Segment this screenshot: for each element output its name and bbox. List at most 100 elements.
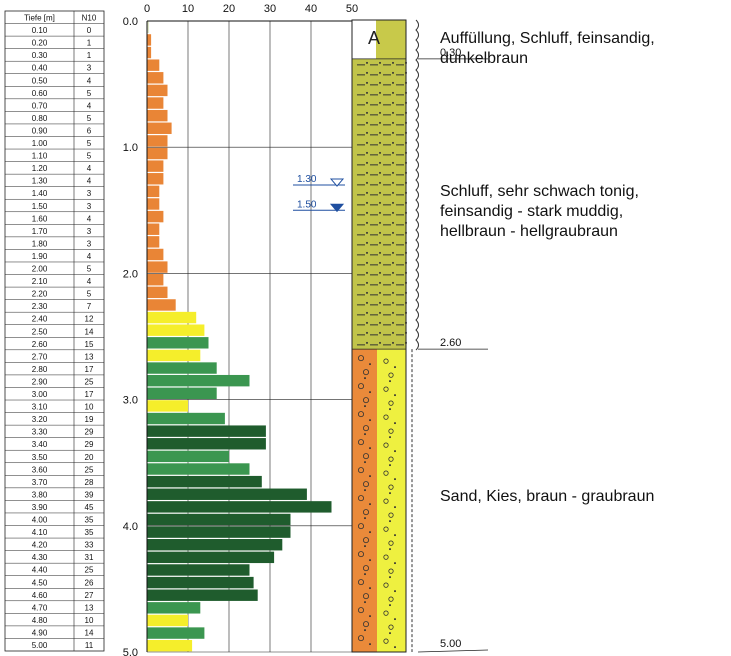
blow-count-bar xyxy=(147,387,217,399)
table-depth-cell: 2.40 xyxy=(32,315,48,324)
table-depth-cell: 0.90 xyxy=(32,126,48,135)
y-tick-label: 0.0 xyxy=(123,16,138,28)
table-n10-cell: 4 xyxy=(87,164,92,173)
x-tick-label: 0 xyxy=(144,3,150,15)
silt-dot xyxy=(366,331,368,334)
blow-count-bar xyxy=(147,59,160,71)
blow-count-bar xyxy=(147,501,332,513)
blow-count-bar xyxy=(147,539,283,551)
sand-pebble xyxy=(362,593,369,600)
sand-grain xyxy=(369,559,371,562)
table-n10-cell: 29 xyxy=(85,440,94,449)
blow-count-bar xyxy=(147,299,176,311)
gravel-pebble xyxy=(383,554,389,560)
sand-grain xyxy=(364,377,366,380)
silt-dot xyxy=(379,341,381,344)
silt-dot xyxy=(366,311,368,314)
table-depth-cell: 2.90 xyxy=(32,377,48,386)
gravel-pebble xyxy=(383,526,389,532)
table-n10-cell: 4 xyxy=(87,277,92,286)
layer-boundaries: 0.30 2.60 5.00 xyxy=(417,47,489,653)
gravel-grain xyxy=(394,562,396,565)
blow-count-bar xyxy=(147,614,188,627)
silt-dot xyxy=(392,141,394,144)
gravel-grain xyxy=(394,618,396,621)
layer-description-line: feinsandig - stark muddig, xyxy=(440,203,624,220)
silt-dot xyxy=(366,321,368,324)
soil-column: A xyxy=(351,19,419,653)
silt-dot xyxy=(379,301,381,304)
blow-count-bar xyxy=(147,286,168,299)
water-level-triangle xyxy=(329,203,345,213)
silt-dot xyxy=(366,341,368,344)
silt-dot xyxy=(366,181,368,184)
gravel-pebble xyxy=(388,400,394,406)
silt-dot xyxy=(392,231,394,234)
silt-dot xyxy=(392,291,394,294)
y-tick-label: 5.0 xyxy=(123,647,138,656)
table-n10-cell: 20 xyxy=(85,453,94,462)
table-depth-cell: 1.70 xyxy=(32,227,48,236)
silt-dot xyxy=(392,171,394,174)
silt-dot xyxy=(392,91,394,94)
silt-dot xyxy=(379,211,381,214)
silt-dot xyxy=(366,71,368,74)
sand-grain xyxy=(369,531,371,534)
table-n10-cell: 5 xyxy=(87,89,92,98)
silt-dot xyxy=(366,231,368,234)
gravel-pebble xyxy=(388,540,394,546)
boundary-depth-label: 2.60 xyxy=(440,337,461,349)
x-tick-label: 40 xyxy=(305,3,317,15)
water-level-markers: 1.30 1.50 xyxy=(293,174,345,213)
table-n10-cell: 35 xyxy=(85,516,94,525)
silt-dot xyxy=(379,241,381,244)
sand-pebble xyxy=(357,439,364,446)
gravel-grain xyxy=(389,380,391,383)
gravel-grain xyxy=(389,576,391,579)
silt-dot xyxy=(366,281,368,284)
boundary-depth-label: 0.30 xyxy=(440,47,461,59)
table-n10-cell: 10 xyxy=(85,403,94,412)
sand-pebble xyxy=(357,551,364,558)
sand-grain xyxy=(369,447,371,450)
table-n10-cell: 29 xyxy=(85,428,94,437)
blow-count-bar xyxy=(147,147,168,160)
blow-count-bar xyxy=(147,627,205,639)
gravel-layer xyxy=(377,349,406,652)
table-depth-cell: 0.60 xyxy=(32,89,48,98)
fill-layer xyxy=(376,20,406,59)
gravel-pebble xyxy=(388,596,394,602)
y-tick-label: 1.0 xyxy=(123,142,138,154)
blow-count-bar xyxy=(147,198,160,210)
silt-dot xyxy=(379,71,381,74)
gravel-grain xyxy=(394,590,396,593)
table-n10-cell: 5 xyxy=(87,139,92,148)
gravel-pebble xyxy=(383,358,389,364)
gravel-grain xyxy=(394,478,396,481)
silt-dot xyxy=(392,151,394,154)
blow-count-bar xyxy=(147,374,250,387)
table-n10-cell: 3 xyxy=(87,64,92,73)
silt-dot xyxy=(392,131,394,134)
table-n10-cell: 10 xyxy=(85,616,94,625)
silt-dot xyxy=(392,261,394,264)
silt-dot xyxy=(392,251,394,254)
blow-count-bar xyxy=(147,526,291,538)
gravel-grain xyxy=(394,394,396,397)
blow-count-bar xyxy=(147,349,201,362)
silt-dot xyxy=(366,271,368,274)
table-depth-cell: 3.50 xyxy=(32,453,48,462)
silt-dot xyxy=(366,221,368,224)
blow-count-bar xyxy=(147,589,258,601)
blow-count-bar xyxy=(147,425,266,437)
silt-dot xyxy=(379,61,381,64)
silt-dot xyxy=(392,331,394,334)
sand-pebble xyxy=(362,565,369,572)
gravel-pebble xyxy=(383,470,389,476)
table-depth-cell: 3.60 xyxy=(32,465,48,474)
table-depth-cell: 2.10 xyxy=(32,277,48,286)
table-depth-cell: 4.10 xyxy=(32,528,48,537)
gravel-pebble xyxy=(383,610,389,616)
table-depth-cell: 2.60 xyxy=(32,340,48,349)
blow-count-bar xyxy=(147,475,262,488)
